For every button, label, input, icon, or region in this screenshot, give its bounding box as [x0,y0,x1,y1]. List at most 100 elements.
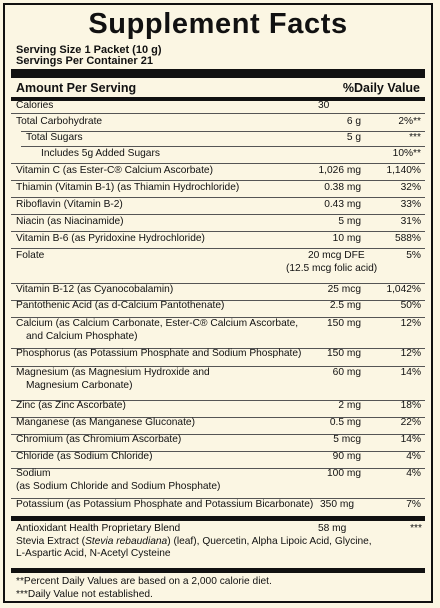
nutrient-daily-value: 588% [394,233,421,244]
supplement-facts-panel: Supplement Facts Serving Size 1 Packet (… [3,3,433,603]
serving-size: Serving Size 1 Packet (10 g) [16,44,162,56]
nutrient-amount: 100 mg [327,468,361,479]
nutrient-row: Potassium (as Potassium Phosphate and Po… [16,499,425,513]
nutrient-row: Thiamin (Vitamin B-1) (as Thiamin Hydroc… [16,182,425,197]
row-divider [11,434,425,435]
nutrient-amount: 350 mg [320,499,354,510]
nutrient-row: Sodium (as Sodium Chloride and Sodium Pho… [16,468,425,498]
nutrient-name-continued: and Calcium Phosphate) [26,330,138,342]
nutrient-daily-value: 7% [406,499,421,510]
nutrient-name: Manganese (as Manganese Gluconate) [16,417,195,428]
nutrient-amount: 10 mg [332,233,361,244]
nutrient-amount: 90 mg [332,451,361,462]
folic-acid-amount: (12.5 mcg folic acid) [286,262,378,274]
nutrient-name: Includes 5g Added Sugars [41,148,160,159]
nutrient-row: Manganese (as Manganese Gluconate) 0.5 mg… [16,417,425,434]
blend-dv: *** [410,523,422,534]
row-divider [11,231,425,232]
nutrient-name: Total Sugars [26,132,83,143]
nutrient-row: Vitamin B-6 (as Pyridoxine Hydrochloride… [16,233,425,248]
nutrient-daily-value: 10%** [392,148,421,159]
nutrient-daily-value: 14% [400,367,421,378]
row-divider [11,348,425,349]
nutrient-daily-value: 33% [400,199,421,210]
nutrient-daily-value: 31% [400,216,421,227]
nutrient-daily-value: 4% [406,468,421,479]
nutrient-amount: 20 mcg DFE [308,250,365,261]
blend-amount: 58 mg [318,523,347,534]
thick-rule-header [11,97,425,101]
nutrient-name: Calories [16,100,54,111]
row-divider [11,163,425,164]
footnote-percent-dv: **Percent Daily Values are based on a 2,… [16,576,272,587]
nutrient-name: Vitamin B-6 (as Pyridoxine Hydrochloride… [16,233,205,244]
nutrient-amount: 0.43 mg [324,199,361,210]
blend-section: Antioxidant Health Proprietary Blend 58 … [16,523,426,561]
row-divider [11,417,425,418]
nutrient-amount: 5 g [346,132,361,143]
row-divider [11,451,425,452]
nutrient-amount: 1,026 mg [318,165,361,176]
thick-rule-blend [11,516,425,521]
nutrient-daily-value: 5% [406,250,421,261]
nutrient-daily-value: 22% [400,417,421,428]
nutrient-daily-value: *** [409,132,421,143]
nutrient-row: Niacin (as Niacinamide) 5 mg 31% [16,216,425,231]
nutrient-row: Riboflavin (Vitamin B-2) 0.43 mg 33% [16,199,425,214]
nutrient-name: Riboflavin (Vitamin B-2) [16,199,123,210]
blend-ingredients-line-2: L-Aspartic Acid, N-Acetyl Cysteine [16,548,171,559]
nutrient-amount: 25 mcg [327,284,361,295]
nutrient-row: Phosphorus (as Potassium Phosphate and S… [16,348,425,366]
nutrient-name: Phosphorus (as Potassium Phosphate and S… [16,348,302,359]
nutrient-row: Chloride (as Sodium Chloride) 90 mg 4% [16,451,425,468]
nutrient-row: Calcium (as Calcium Carbonate, Ester-C® … [16,318,425,348]
nutrient-row: Total Carbohydrate 6 g 2%** [16,116,425,131]
nutrient-row: Magnesium (as Magnesium Hydroxide and Mag… [16,367,425,400]
row-divider [11,248,425,249]
nutrient-row: Calories 30 [16,100,425,113]
row-divider [21,131,425,132]
nutrient-daily-value: 18% [400,400,421,411]
row-divider [11,317,425,318]
nutrient-amount: 30 [318,100,330,111]
row-divider [11,300,425,301]
nutrient-amount: 60 mg [332,367,361,378]
header-amount-per-serving: Amount Per Serving [16,81,137,95]
panel-title: Supplement Facts [88,8,348,40]
blend-ingredients-line: Stevia Extract (Stevia rebaudiana) (leaf… [16,535,372,547]
footnote-dv-not-established: ***Daily Value not established. [16,589,153,600]
nutrient-name: Sodium [16,468,51,479]
nutrient-row: Includes 5g Added Sugars 10%** [16,148,425,163]
row-divider [11,468,425,469]
nutrient-row: Zinc (as Zinc Ascorbate) 2 mg 18% [16,400,425,417]
nutrient-name: Folate [16,250,45,261]
nutrient-daily-value: 14% [400,434,421,445]
header-daily-value: %Daily Value [342,81,420,95]
servings-per-container: Servings Per Container 21 [16,55,153,67]
row-divider [21,146,425,147]
thick-rule-bottom [11,568,425,573]
nutrient-daily-value: 32% [400,182,421,193]
nutrient-name-continued: Magnesium Carbonate) [26,379,133,391]
nutrient-daily-value: 12% [400,318,421,329]
nutrient-row: Vitamin C (as Ester-C® Calcium Ascorbate… [16,165,425,180]
nutrient-daily-value: 1,140% [386,165,421,176]
nutrient-name: Chromium (as Chromium Ascorbate) [16,434,182,445]
nutrient-amount: 0.5 mg [329,417,361,428]
nutrient-row: Folate 20 mcg DFE (12.5 mcg folic acid) 5% [16,250,425,283]
nutrient-row: Chromium (as Chromium Ascorbate) 5 mcg 14% [16,434,425,451]
column-header: Amount Per Serving %Daily Value [16,81,420,95]
nutrient-amount: 0.38 mg [324,182,361,193]
nutrient-amount: 150 mg [327,318,361,329]
nutrient-daily-value: 2%** [398,116,421,127]
nutrient-name: Total Carbohydrate [16,116,103,127]
nutrient-name: Niacin (as Niacinamide) [16,216,124,227]
nutrient-name: Zinc (as Zinc Ascorbate) [16,400,126,411]
nutrient-row: Total Sugars 5 g *** [16,132,425,146]
nutrient-daily-value: 12% [400,348,421,359]
row-divider [11,283,425,284]
nutrient-name: Chloride (as Sodium Chloride) [16,451,153,462]
nutrient-name-continued: (as Sodium Chloride and Sodium Phosphate… [16,480,221,492]
nutrient-amount: 2.5 mg [329,300,361,311]
nutrient-amount: 5 mg [338,216,361,227]
